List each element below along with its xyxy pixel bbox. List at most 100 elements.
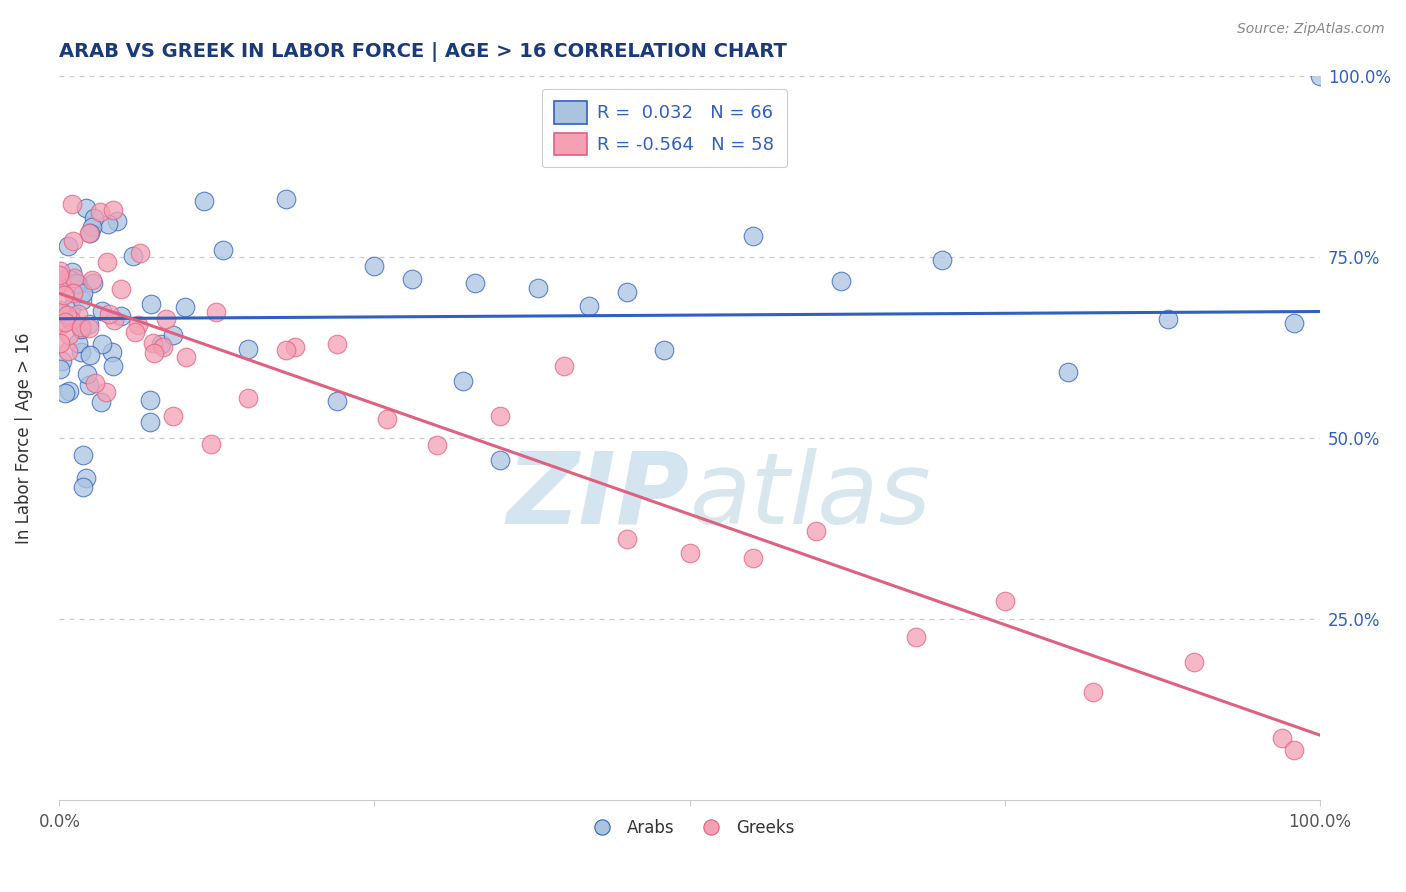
Point <box>103 313 125 327</box>
Point <box>97 217 120 231</box>
Point <box>103 359 125 373</box>
Point <box>76 367 98 381</box>
Point <box>1284 742 1306 756</box>
Point <box>152 340 174 354</box>
Point <box>58 239 80 253</box>
Point <box>58 384 80 398</box>
Point <box>62 285 84 300</box>
Point <box>1309 69 1331 83</box>
Point <box>122 249 145 263</box>
Point <box>70 320 93 334</box>
Point <box>129 246 152 260</box>
Point <box>489 409 512 423</box>
Point <box>193 194 215 209</box>
Point <box>49 362 72 376</box>
Point <box>325 336 347 351</box>
Point <box>127 318 149 332</box>
Point <box>67 307 90 321</box>
Point <box>489 452 512 467</box>
Point <box>72 286 94 301</box>
Point <box>72 293 94 307</box>
Point <box>363 259 385 273</box>
Point <box>741 551 763 566</box>
Legend: Arabs, Greeks: Arabs, Greeks <box>578 813 801 844</box>
Point <box>53 288 76 302</box>
Point <box>90 395 112 409</box>
Point <box>59 273 82 287</box>
Point <box>1182 656 1205 670</box>
Point <box>56 344 79 359</box>
Point <box>53 315 76 329</box>
Point <box>553 359 575 373</box>
Point <box>72 480 94 494</box>
Point <box>205 305 228 319</box>
Point <box>48 302 70 317</box>
Point <box>200 437 222 451</box>
Point <box>62 234 84 248</box>
Point <box>75 201 97 215</box>
Point <box>51 354 73 368</box>
Point <box>276 343 298 357</box>
Point <box>105 214 128 228</box>
Point <box>155 311 177 326</box>
Point <box>110 282 132 296</box>
Point <box>67 277 90 292</box>
Point <box>82 276 104 290</box>
Point <box>51 273 73 287</box>
Point <box>103 203 125 218</box>
Point <box>527 281 550 295</box>
Point <box>804 524 827 538</box>
Point <box>101 345 124 359</box>
Point <box>1056 365 1078 379</box>
Point <box>464 276 486 290</box>
Point <box>325 394 347 409</box>
Point <box>451 374 474 388</box>
Point <box>58 328 80 343</box>
Point <box>96 384 118 399</box>
Point <box>69 319 91 334</box>
Point <box>65 276 87 290</box>
Point <box>91 303 114 318</box>
Point <box>60 265 83 279</box>
Point <box>578 300 600 314</box>
Point <box>79 348 101 362</box>
Point <box>77 226 100 240</box>
Point <box>174 351 197 365</box>
Y-axis label: In Labor Force | Age > 16: In Labor Force | Age > 16 <box>15 333 32 544</box>
Point <box>97 307 120 321</box>
Text: ARAB VS GREEK IN LABOR FORCE | AGE > 16 CORRELATION CHART: ARAB VS GREEK IN LABOR FORCE | AGE > 16 … <box>59 42 787 62</box>
Point <box>238 342 260 356</box>
Point <box>91 337 114 351</box>
Point <box>124 325 146 339</box>
Point <box>56 308 79 322</box>
Point <box>139 297 162 311</box>
Point <box>174 300 197 314</box>
Point <box>70 345 93 359</box>
Point <box>616 285 638 300</box>
Point <box>652 343 675 357</box>
Point <box>75 471 97 485</box>
Point <box>616 532 638 546</box>
Point <box>80 273 103 287</box>
Point <box>72 448 94 462</box>
Point <box>89 204 111 219</box>
Point <box>994 594 1017 608</box>
Point <box>77 321 100 335</box>
Point <box>401 272 423 286</box>
Point <box>51 276 73 290</box>
Text: atlas: atlas <box>689 448 931 545</box>
Point <box>96 254 118 268</box>
Point <box>63 271 86 285</box>
Point <box>212 243 235 257</box>
Point <box>60 301 83 316</box>
Point <box>142 346 165 360</box>
Point <box>70 321 93 335</box>
Point <box>110 309 132 323</box>
Point <box>79 317 101 331</box>
Point <box>79 226 101 240</box>
Point <box>84 376 107 390</box>
Point <box>142 335 165 350</box>
Point <box>53 385 76 400</box>
Point <box>66 335 89 350</box>
Point <box>1081 685 1104 699</box>
